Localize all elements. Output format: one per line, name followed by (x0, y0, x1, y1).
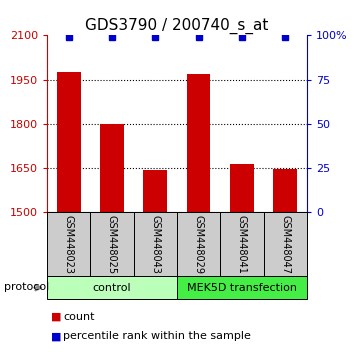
Bar (273, 169, 297, 212)
Text: GSM448041: GSM448041 (237, 215, 247, 274)
Text: GSM448025: GSM448025 (107, 215, 117, 274)
Bar (230, 164, 254, 212)
Bar (220, 212, 264, 276)
Text: ■: ■ (51, 312, 61, 322)
Bar (57, 72, 81, 212)
Text: GSM448023: GSM448023 (64, 215, 74, 274)
Bar (177, 276, 307, 299)
Text: count: count (63, 312, 95, 322)
Text: GSM448047: GSM448047 (280, 215, 290, 274)
Bar (264, 212, 307, 276)
Text: protocol: protocol (4, 282, 49, 292)
Bar (47, 276, 177, 299)
Bar (134, 212, 177, 276)
Bar (143, 170, 167, 212)
Text: GSM448029: GSM448029 (193, 215, 204, 274)
Text: MEK5D transfection: MEK5D transfection (187, 282, 297, 293)
Text: GSM448043: GSM448043 (150, 215, 160, 274)
Bar (187, 74, 210, 212)
Bar (90, 212, 134, 276)
Text: control: control (93, 282, 131, 293)
Bar (100, 124, 124, 212)
Bar (47, 212, 90, 276)
Text: percentile rank within the sample: percentile rank within the sample (63, 331, 251, 341)
Bar (177, 212, 220, 276)
Title: GDS3790 / 200740_s_at: GDS3790 / 200740_s_at (85, 18, 269, 34)
Text: ■: ■ (51, 331, 61, 341)
